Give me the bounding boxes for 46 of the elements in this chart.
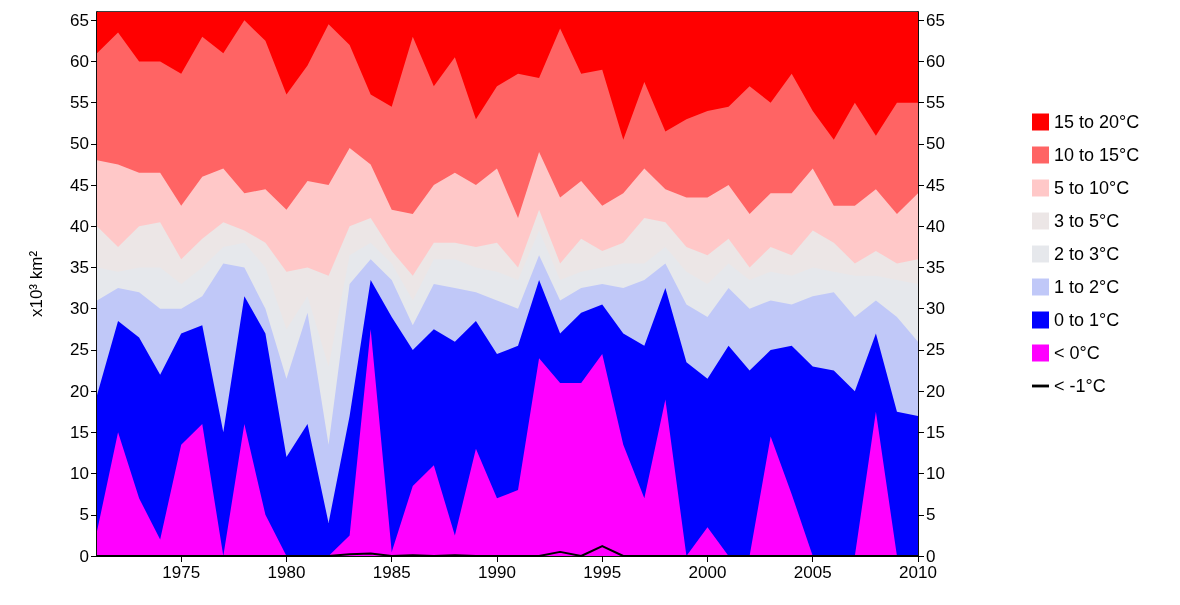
y2-tick-label: 10 bbox=[926, 464, 945, 484]
y-tick-label: 0 bbox=[79, 546, 89, 566]
y-tick-label: 45 bbox=[70, 175, 89, 195]
y-tick-label: 40 bbox=[70, 216, 89, 236]
y-axis-title: x10³ km² bbox=[27, 250, 46, 318]
y-tick-label: 65 bbox=[70, 10, 89, 30]
y-tick-label: 55 bbox=[70, 93, 89, 113]
y-tick-label: 60 bbox=[70, 51, 89, 71]
x-tick-label: 1975 bbox=[162, 563, 201, 582]
y2-tick-label: 60 bbox=[926, 51, 945, 71]
x-tick-label: 1980 bbox=[267, 563, 306, 582]
y2-tick-label: 40 bbox=[926, 216, 945, 236]
y2-tick-label: 20 bbox=[926, 381, 945, 401]
legend-label: 5 to 10°C bbox=[1054, 178, 1130, 198]
x-tick-label: 2005 bbox=[793, 563, 832, 582]
y-tick-label: 10 bbox=[70, 464, 89, 484]
legend-label: < 0°C bbox=[1054, 343, 1100, 363]
y-tick-label: 25 bbox=[70, 340, 89, 360]
y2-tick-label: 0 bbox=[926, 546, 936, 566]
x-tick-label: 1995 bbox=[583, 563, 622, 582]
y2-tick-label: 55 bbox=[926, 93, 945, 113]
y-tick-label: 15 bbox=[70, 422, 89, 442]
y2-tick-label: 25 bbox=[926, 340, 945, 360]
y-tick-label: 30 bbox=[70, 299, 89, 319]
y2-tick-label: 45 bbox=[926, 175, 945, 195]
legend-label: < -1°C bbox=[1054, 376, 1106, 396]
y-tick-label: 35 bbox=[70, 258, 89, 278]
legend-label: 3 to 5°C bbox=[1054, 211, 1120, 231]
legend-label: 1 to 2°C bbox=[1054, 277, 1120, 297]
y2-tick-label: 65 bbox=[926, 10, 945, 30]
y-tick-label: 50 bbox=[70, 134, 89, 154]
x-tick-label: 2000 bbox=[688, 563, 727, 582]
y2-tick-label: 5 bbox=[926, 505, 936, 525]
x-tick-label: 2010 bbox=[899, 563, 937, 582]
legend-label: 2 to 3°C bbox=[1054, 244, 1120, 264]
y2-tick-label: 50 bbox=[926, 134, 945, 154]
legend-label: 10 to 15°C bbox=[1054, 145, 1140, 165]
y2-tick-label: 35 bbox=[926, 258, 945, 278]
y2-tick-label: 15 bbox=[926, 422, 945, 442]
y2-tick-label: 30 bbox=[926, 299, 945, 319]
x-tick-label: 1990 bbox=[478, 563, 516, 582]
y-tick-label: 20 bbox=[70, 381, 89, 401]
x-tick-label: 1985 bbox=[372, 563, 411, 582]
legend-label: 15 to 20°C bbox=[1054, 112, 1140, 132]
legend-label: 0 to 1°C bbox=[1054, 310, 1120, 330]
y-tick-label: 5 bbox=[79, 505, 89, 525]
